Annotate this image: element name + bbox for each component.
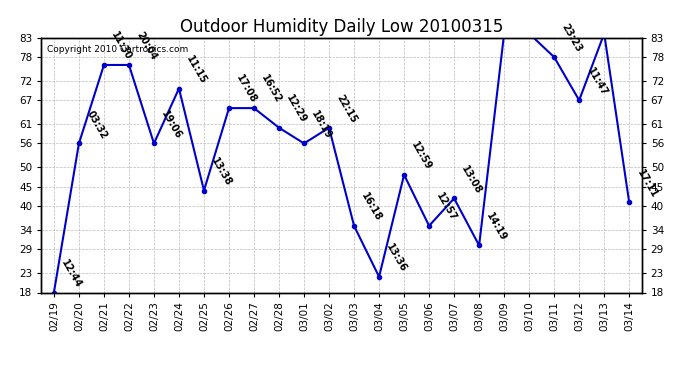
Text: 12:57: 12:57 bbox=[435, 191, 459, 223]
Text: Copyright 2010 Cartronics.com: Copyright 2010 Cartronics.com bbox=[48, 45, 188, 54]
Text: 22:00: 22:00 bbox=[0, 374, 1, 375]
Text: 22:15: 22:15 bbox=[335, 93, 359, 125]
Text: 12:44: 12:44 bbox=[59, 258, 83, 290]
Text: 19:06: 19:06 bbox=[159, 109, 184, 141]
Text: 00:00: 00:00 bbox=[0, 374, 1, 375]
Text: 13:36: 13:36 bbox=[384, 242, 408, 274]
Text: 11:15: 11:15 bbox=[184, 54, 208, 86]
Text: 13:08: 13:08 bbox=[460, 164, 484, 196]
Text: 18:19: 18:19 bbox=[310, 109, 334, 141]
Text: 03:32: 03:32 bbox=[84, 109, 108, 141]
Text: 16:18: 16:18 bbox=[359, 191, 384, 223]
Text: 23:23: 23:23 bbox=[560, 22, 584, 54]
Text: 11:30: 11:30 bbox=[110, 30, 134, 62]
Text: 17:11: 17:11 bbox=[635, 168, 659, 200]
Text: 15:27: 15:27 bbox=[0, 374, 1, 375]
Text: 16:52: 16:52 bbox=[259, 74, 284, 105]
Text: 12:29: 12:29 bbox=[284, 93, 308, 125]
Text: 13:38: 13:38 bbox=[210, 156, 234, 188]
Title: Outdoor Humidity Daily Low 20100315: Outdoor Humidity Daily Low 20100315 bbox=[180, 18, 503, 36]
Text: 12:59: 12:59 bbox=[410, 140, 434, 172]
Text: 17:08: 17:08 bbox=[235, 74, 259, 105]
Text: 14:19: 14:19 bbox=[484, 211, 509, 243]
Text: 11:47: 11:47 bbox=[584, 66, 609, 98]
Text: 20:04: 20:04 bbox=[135, 30, 159, 62]
